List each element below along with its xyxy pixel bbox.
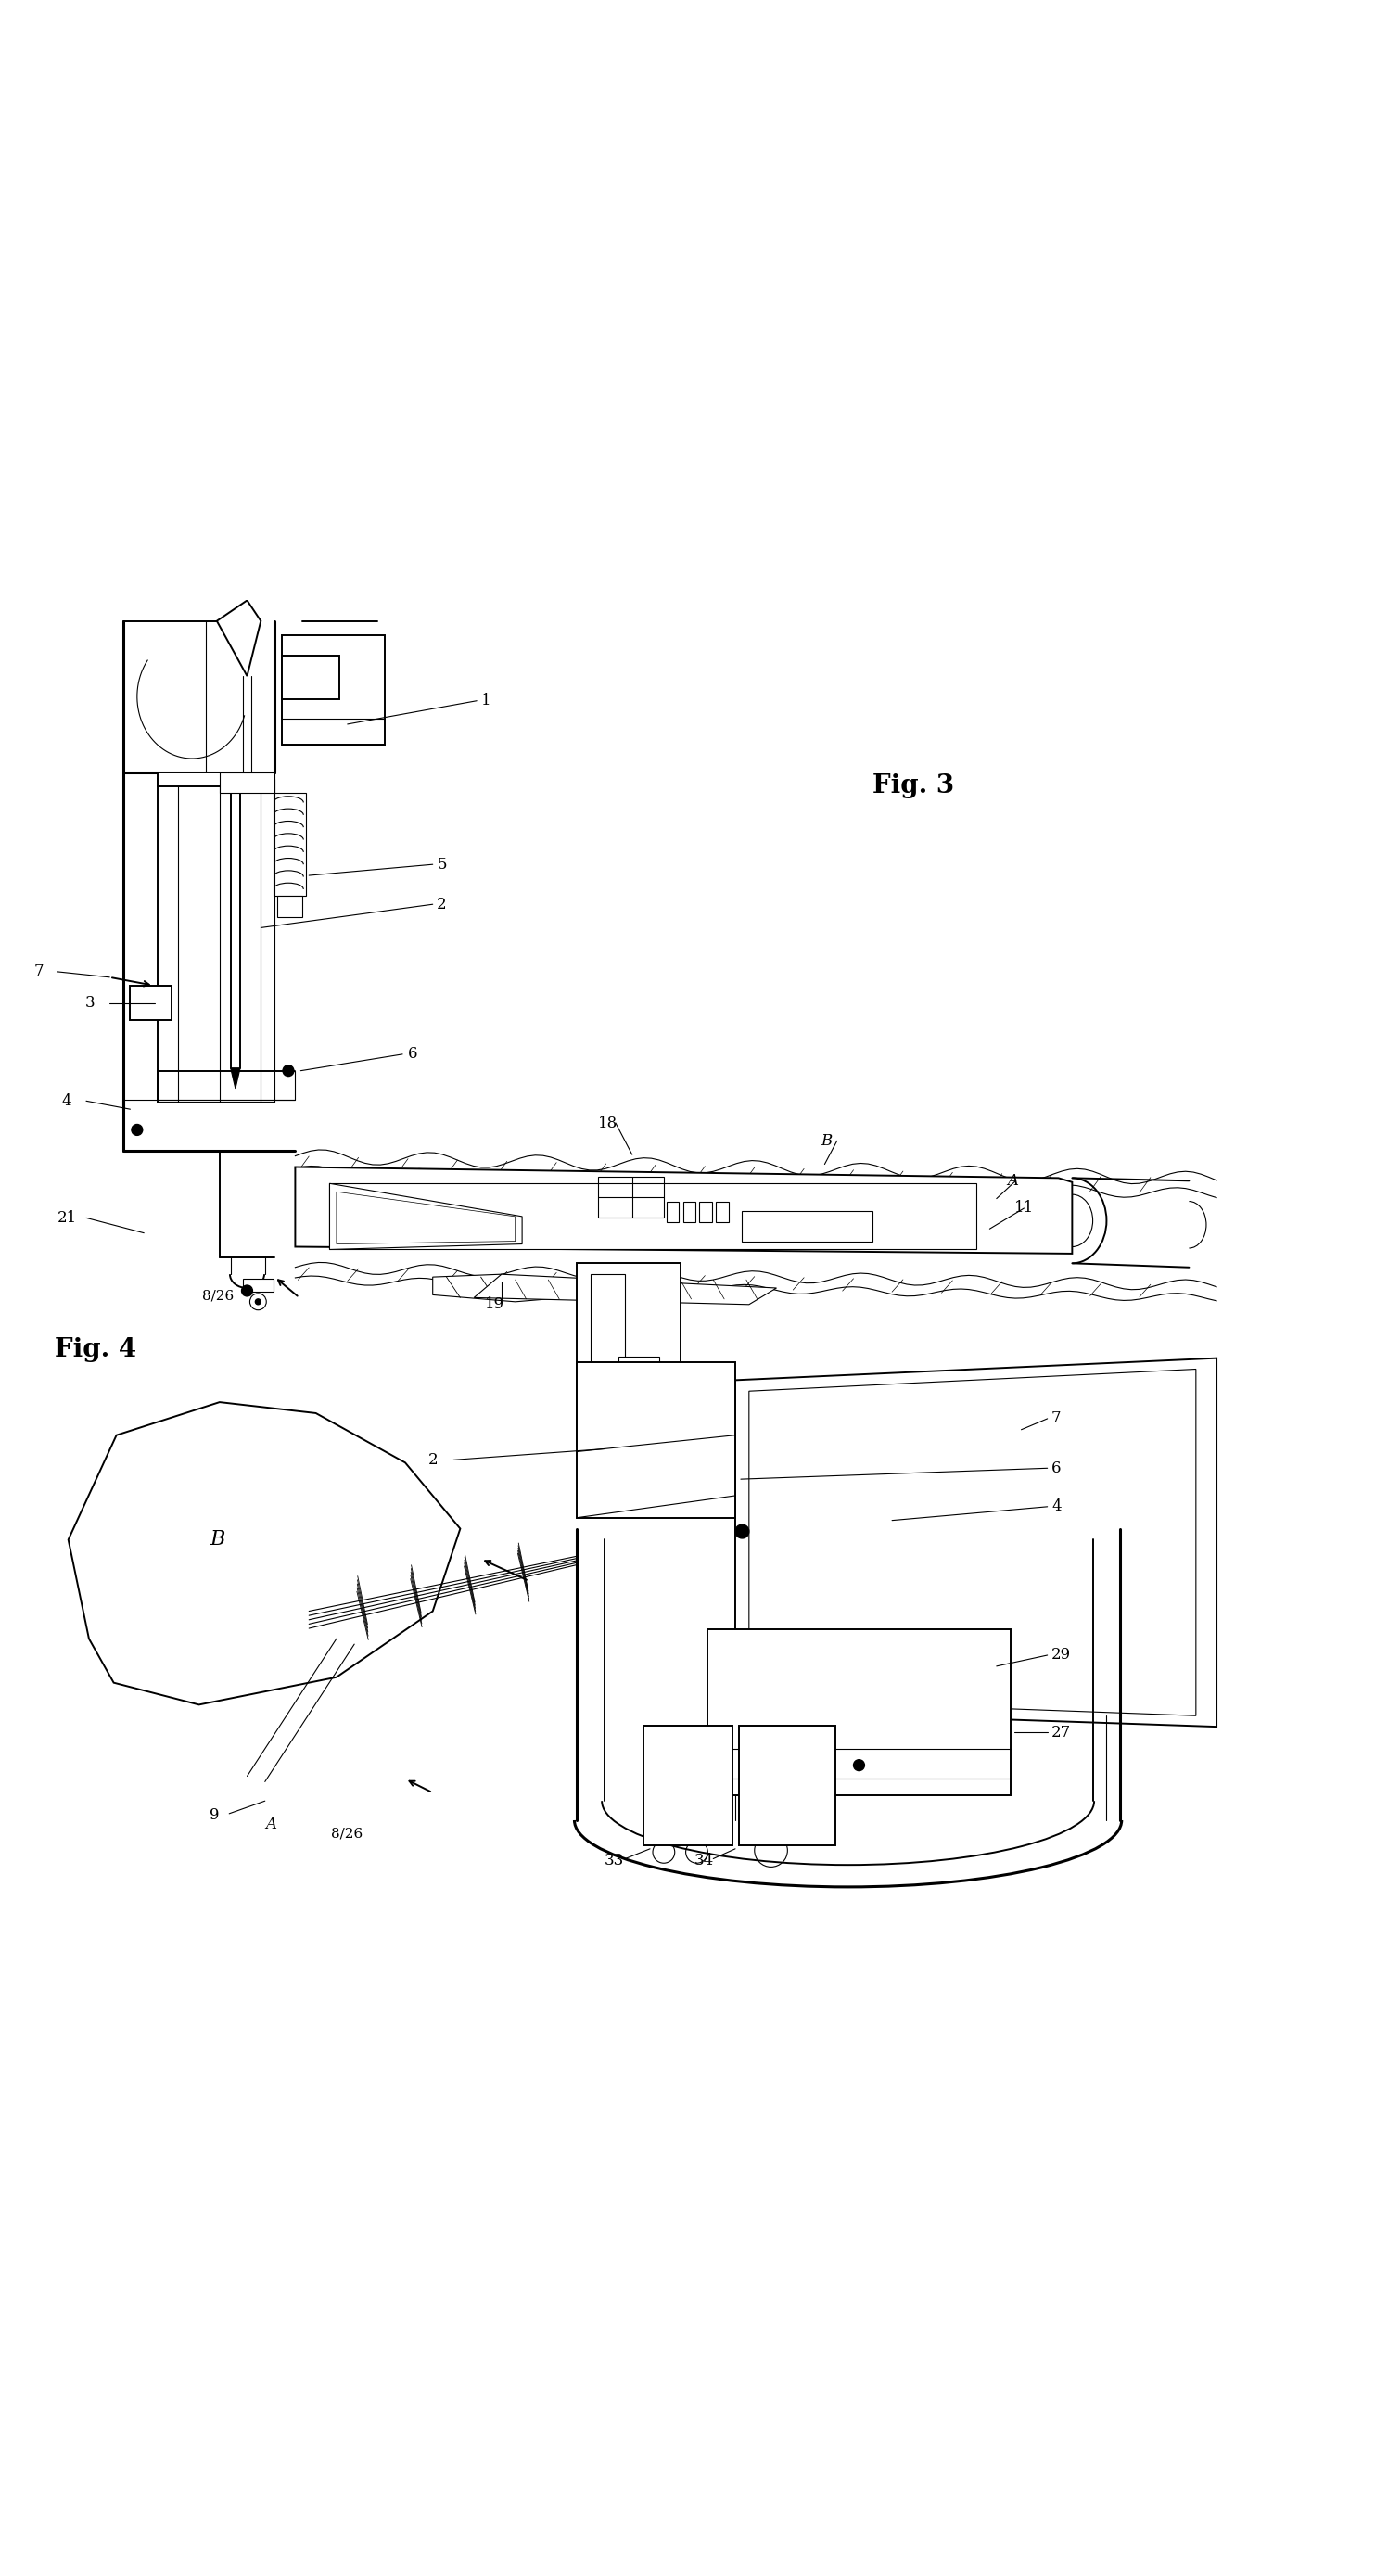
Text: B: B — [820, 1133, 831, 1149]
Text: A: A — [1008, 1172, 1019, 1188]
Polygon shape — [750, 1368, 1196, 1716]
Text: Fig. 3: Fig. 3 — [873, 773, 955, 799]
Bar — [219, 773, 275, 793]
Text: 8/26: 8/26 — [330, 1826, 362, 1839]
Text: 9: 9 — [210, 1806, 219, 1824]
Bar — [278, 896, 303, 917]
Bar — [740, 1726, 836, 1844]
Bar — [273, 793, 307, 896]
Bar — [643, 1726, 733, 1844]
Bar — [282, 654, 339, 701]
Bar — [158, 773, 275, 786]
Text: 2: 2 — [429, 1453, 439, 1468]
Text: 27: 27 — [1052, 1723, 1072, 1741]
Circle shape — [736, 1525, 750, 1538]
Bar — [708, 1628, 1010, 1795]
Circle shape — [132, 1123, 143, 1136]
Bar — [743, 1211, 873, 1242]
Circle shape — [255, 1298, 261, 1303]
Text: 7: 7 — [33, 963, 44, 979]
Text: 8/26: 8/26 — [201, 1291, 233, 1303]
Polygon shape — [433, 1275, 598, 1301]
Text: 6: 6 — [1052, 1461, 1062, 1476]
Bar — [716, 1200, 729, 1221]
Polygon shape — [473, 1275, 776, 1303]
Text: 33: 33 — [605, 1852, 625, 1868]
Polygon shape — [230, 1069, 240, 1090]
Bar — [282, 634, 384, 744]
Bar — [683, 1200, 695, 1221]
Text: 19: 19 — [484, 1296, 505, 1311]
Polygon shape — [336, 1193, 515, 1244]
Bar — [598, 1177, 663, 1218]
Bar — [577, 1262, 680, 1445]
Text: Fig. 4: Fig. 4 — [54, 1337, 136, 1363]
Polygon shape — [217, 600, 261, 675]
Polygon shape — [68, 1401, 461, 1705]
Text: 4: 4 — [61, 1092, 71, 1108]
Text: B: B — [210, 1530, 225, 1551]
Text: 5: 5 — [437, 858, 447, 873]
Circle shape — [283, 1066, 294, 1077]
Text: 34: 34 — [694, 1852, 713, 1868]
Text: 3: 3 — [85, 994, 94, 1012]
Bar — [329, 1182, 976, 1249]
Polygon shape — [329, 1182, 522, 1249]
Polygon shape — [296, 1167, 1072, 1255]
Text: 29: 29 — [1052, 1646, 1072, 1664]
Text: 7: 7 — [1052, 1412, 1062, 1427]
Circle shape — [242, 1285, 253, 1296]
Bar — [577, 1363, 736, 1517]
Bar — [619, 1358, 659, 1489]
Text: 1: 1 — [480, 693, 491, 708]
Text: 4: 4 — [1052, 1499, 1062, 1515]
Bar — [158, 778, 275, 1103]
Polygon shape — [736, 1358, 1216, 1726]
Text: 2: 2 — [437, 896, 447, 912]
Text: A: A — [265, 1816, 276, 1832]
Bar — [130, 987, 172, 1020]
Bar — [243, 1278, 273, 1293]
Text: 6: 6 — [408, 1046, 418, 1061]
Circle shape — [854, 1759, 865, 1770]
Text: 21: 21 — [57, 1211, 76, 1226]
Bar — [666, 1200, 679, 1221]
Bar — [700, 1200, 712, 1221]
Text: 11: 11 — [1015, 1200, 1034, 1216]
Bar — [591, 1275, 625, 1430]
Text: 18: 18 — [598, 1115, 618, 1131]
